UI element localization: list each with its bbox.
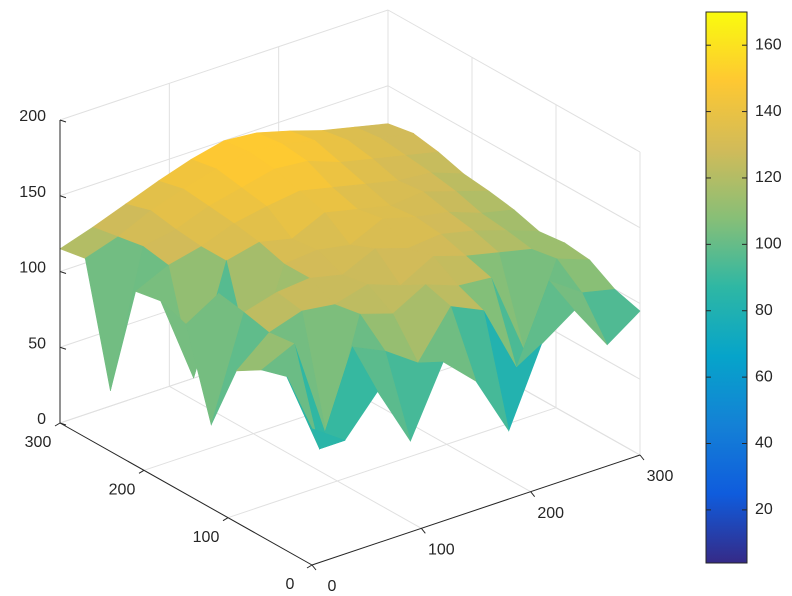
grid-line <box>387 9 641 153</box>
surface-patch <box>286 376 346 450</box>
grid-line <box>59 9 389 121</box>
y-tick-label: 300 <box>25 434 52 451</box>
z-tick-label: 50 <box>28 335 46 352</box>
z-tick-label: 100 <box>19 260 46 277</box>
colorbar-tick-label: 40 <box>755 435 773 452</box>
y-tick-label: 0 <box>286 576 295 593</box>
y-tick-label: 100 <box>193 529 220 546</box>
x-tick-label: 0 <box>328 578 337 595</box>
z-tick <box>59 195 67 199</box>
x-tick <box>311 564 317 571</box>
z-tick-label: 0 <box>37 411 46 428</box>
y-tick <box>138 469 145 474</box>
colorbar-tick-label: 160 <box>755 36 782 53</box>
z-tick <box>59 119 67 123</box>
x-axis <box>311 454 641 566</box>
x-tick <box>639 454 645 461</box>
z-tick <box>59 346 67 350</box>
y-axis <box>59 422 313 566</box>
x-tick <box>420 528 426 534</box>
grid-line <box>227 407 557 519</box>
surface <box>59 123 641 451</box>
surface-patch <box>84 236 144 391</box>
x-tick-label: 200 <box>537 505 564 522</box>
colorbar-tick-label: 140 <box>755 103 782 120</box>
x-tick-label: 300 <box>647 468 674 485</box>
colorbar-tick-label: 120 <box>755 169 782 186</box>
y-tick <box>222 517 229 522</box>
y-tick <box>54 422 61 427</box>
colorbar <box>705 11 748 564</box>
colorbar-tick-label: 60 <box>755 368 773 385</box>
z-tick <box>59 422 67 426</box>
colorbar-tick-label: 80 <box>755 302 773 319</box>
x-tick <box>530 491 536 497</box>
y-tick <box>306 564 313 569</box>
z-tick-label: 150 <box>19 184 46 201</box>
colorbar-tick-label: 100 <box>755 236 782 253</box>
y-tick-label: 200 <box>109 482 136 499</box>
z-tick <box>59 271 67 274</box>
grid-line <box>387 85 641 229</box>
x-tick-label: 100 <box>428 542 455 559</box>
z-tick-label: 200 <box>19 108 46 125</box>
colorbar-tick-label: 20 <box>755 501 773 518</box>
